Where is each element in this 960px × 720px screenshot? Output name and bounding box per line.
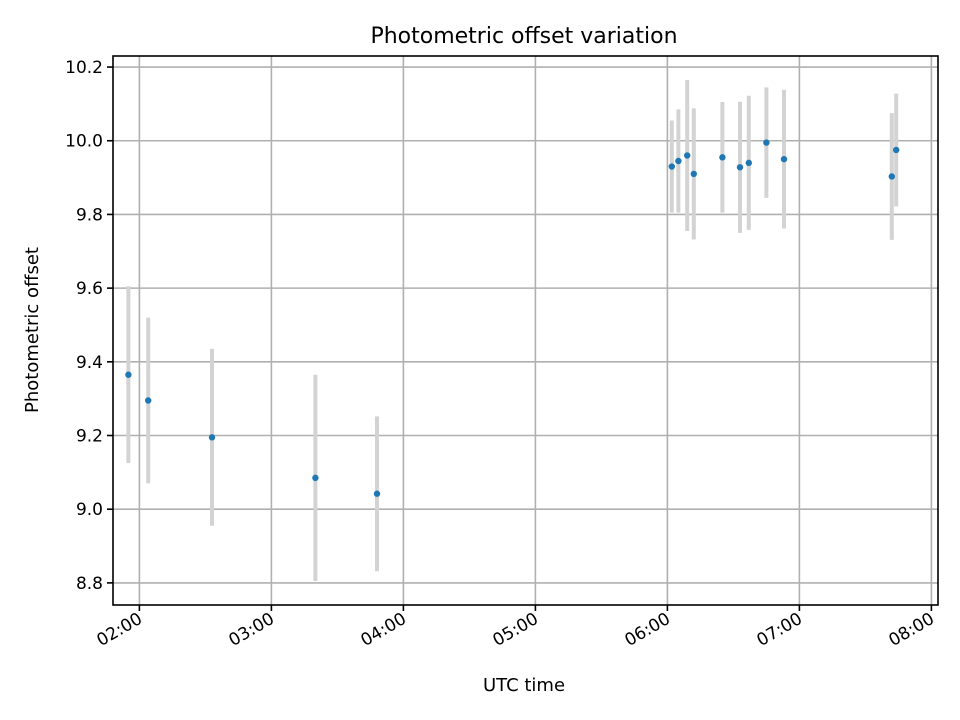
y-tick-label: 9.0 xyxy=(76,500,103,520)
error-bars xyxy=(126,79,899,582)
data-point xyxy=(888,173,895,180)
y-tick-label: 10.2 xyxy=(65,58,103,78)
data-point xyxy=(675,157,682,165)
x-tick-label: 06:00 xyxy=(621,609,673,651)
data-point xyxy=(312,474,319,482)
data-point xyxy=(208,434,216,441)
data-point xyxy=(893,146,900,154)
y-tick-label: 9.2 xyxy=(76,427,103,447)
y-tick-label: 9.6 xyxy=(76,279,103,299)
data-point xyxy=(763,139,770,146)
x-tick-label: 08:00 xyxy=(885,609,937,651)
y-axis: 8.8 9.0 9.2 9.4 9.6 9.8 10.0 10.2 xyxy=(65,58,113,594)
y-tick-label: 10.0 xyxy=(65,132,103,152)
data-point xyxy=(668,163,675,170)
y-tick-label: 9.8 xyxy=(76,205,103,225)
x-axis-label: UTC time xyxy=(483,675,565,696)
grid xyxy=(113,56,938,605)
data-point xyxy=(780,155,788,163)
x-tick-label: 03:00 xyxy=(225,609,277,651)
x-tick-label: 07:00 xyxy=(753,609,805,651)
data-point xyxy=(125,371,132,378)
data-point xyxy=(719,154,726,161)
y-axis-label: Photometric offset xyxy=(22,247,43,413)
data-point xyxy=(373,490,381,497)
y-tick-label: 9.4 xyxy=(76,353,103,373)
y-tick-label: 8.8 xyxy=(76,574,103,594)
data-point xyxy=(745,159,752,167)
data-point xyxy=(684,152,691,159)
x-axis: 02:00 03:00 04:00 05:00 06:00 07:00 08:00 xyxy=(93,605,938,651)
x-tick-label: 04:00 xyxy=(357,609,409,651)
chart-title: Photometric offset variation xyxy=(370,24,677,49)
plot-frame xyxy=(112,55,939,606)
data-points xyxy=(125,139,900,497)
data-point xyxy=(145,397,152,404)
data-point xyxy=(690,170,697,178)
x-tick-label: 05:00 xyxy=(489,609,541,651)
data-point xyxy=(736,164,744,171)
x-tick-label: 02:00 xyxy=(93,609,145,651)
